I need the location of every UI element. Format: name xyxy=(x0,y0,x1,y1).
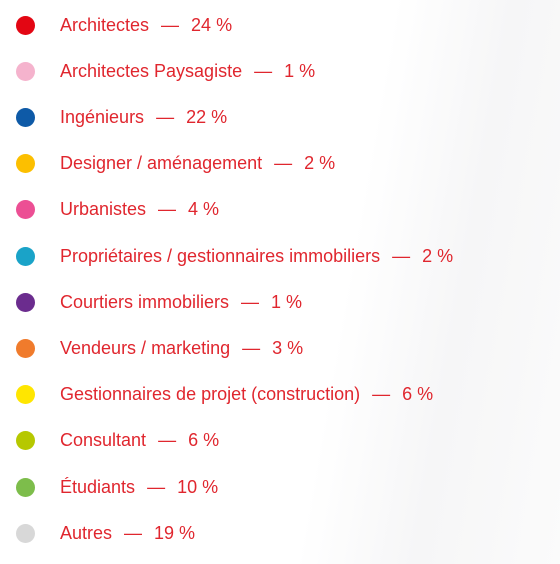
legend-label: Ingénieurs xyxy=(60,106,145,127)
legend-item: Gestionnaires de projet (construction) — 6… xyxy=(0,380,560,410)
legend-value: 10 % xyxy=(177,476,219,497)
legend-label: Designer / aménagement xyxy=(60,153,263,174)
legend-item: Ingénieurs — 22 % xyxy=(0,102,560,132)
legend-dot xyxy=(16,477,35,497)
legend-dot xyxy=(16,431,35,451)
legend-value: 6 % xyxy=(402,384,434,405)
legend-value: 1 % xyxy=(271,291,303,312)
legend-item: Consultant — 6 % xyxy=(0,426,560,456)
separator: — xyxy=(158,430,177,451)
legend-label: Étudiants xyxy=(60,476,136,497)
legend-dot xyxy=(16,154,35,174)
legend-text: Propriétaires / gestionnaires immobilier… xyxy=(60,246,453,267)
legend-text: Vendeurs / marketing — 3 % xyxy=(60,338,303,359)
separator: — xyxy=(156,106,175,127)
legend-label: Vendeurs / marketing xyxy=(60,337,231,358)
separator: — xyxy=(158,199,177,220)
legend-text: Urbanistes — 4 % xyxy=(60,199,219,220)
legend-text: Ingénieurs — 22 % xyxy=(60,107,227,128)
separator: — xyxy=(241,291,260,312)
legend-label: Architectes Paysagiste xyxy=(60,60,243,81)
legend-value: 1 % xyxy=(284,60,316,81)
legend-dot xyxy=(16,246,35,266)
legend-text: Architectes — 24 % xyxy=(60,15,232,36)
legend-text: Gestionnaires de projet (construction) — 6… xyxy=(60,384,433,405)
legend-text: Architectes Paysagiste — 1 % xyxy=(60,61,315,82)
legend-value: 6 % xyxy=(188,430,220,451)
legend-dot xyxy=(16,107,35,127)
legend-text: Consultant — 6 % xyxy=(60,430,219,451)
legend-value: 2 % xyxy=(304,153,336,174)
legend-item: Courtiers immobiliers — 1 % xyxy=(0,287,560,317)
separator: — xyxy=(147,476,166,497)
legend-dot xyxy=(16,61,35,81)
legend-label: Consultant xyxy=(60,430,147,451)
legend-label: Architectes xyxy=(60,14,150,35)
legend-dot xyxy=(16,292,35,312)
legend-label: Propriétaires / gestionnaires immobilier… xyxy=(60,245,381,266)
legend-label: Autres xyxy=(60,522,113,543)
legend-item: Vendeurs / marketing — 3 % xyxy=(0,333,560,363)
legend-label: Urbanistes xyxy=(60,199,147,220)
legend-value: 22 % xyxy=(186,106,228,127)
separator: — xyxy=(161,14,180,35)
legend-dot xyxy=(16,200,35,220)
legend-text: Designer / aménagement — 2 % xyxy=(60,153,335,174)
separator: — xyxy=(392,245,411,266)
legend-item: Autres — 19 % xyxy=(0,518,560,548)
legend-dot xyxy=(16,338,35,358)
legend-dot xyxy=(16,523,35,543)
legend-dot xyxy=(16,385,35,405)
legend-item: Designer / aménagement — 2 % xyxy=(0,149,560,179)
legend-value: 4 % xyxy=(188,199,220,220)
separator: — xyxy=(124,522,143,543)
legend-item: Étudiants — 10 % xyxy=(0,472,560,502)
legend-label: Gestionnaires de projet (construction) xyxy=(60,384,361,405)
legend-value: 19 % xyxy=(154,522,196,543)
legend-value: 24 % xyxy=(191,14,233,35)
legend-item: Propriétaires / gestionnaires immobilier… xyxy=(0,241,560,271)
legend-text: Autres — 19 % xyxy=(60,523,195,544)
legend-label: Courtiers immobiliers xyxy=(60,291,230,312)
legend-value: 2 % xyxy=(422,245,454,266)
legend-dot xyxy=(16,15,35,35)
legend-item: Architectes Paysagiste — 1 % xyxy=(0,56,560,86)
separator: — xyxy=(242,337,261,358)
legend-text: Étudiants — 10 % xyxy=(60,477,218,498)
separator: — xyxy=(254,60,273,81)
legend-text: Courtiers immobiliers — 1 % xyxy=(60,292,302,313)
legend-value: 3 % xyxy=(272,337,304,358)
legend-item: Architectes — 24 % xyxy=(0,10,560,40)
separator: — xyxy=(274,153,293,174)
separator: — xyxy=(372,384,391,405)
legend-item: Urbanistes — 4 % xyxy=(0,195,560,225)
